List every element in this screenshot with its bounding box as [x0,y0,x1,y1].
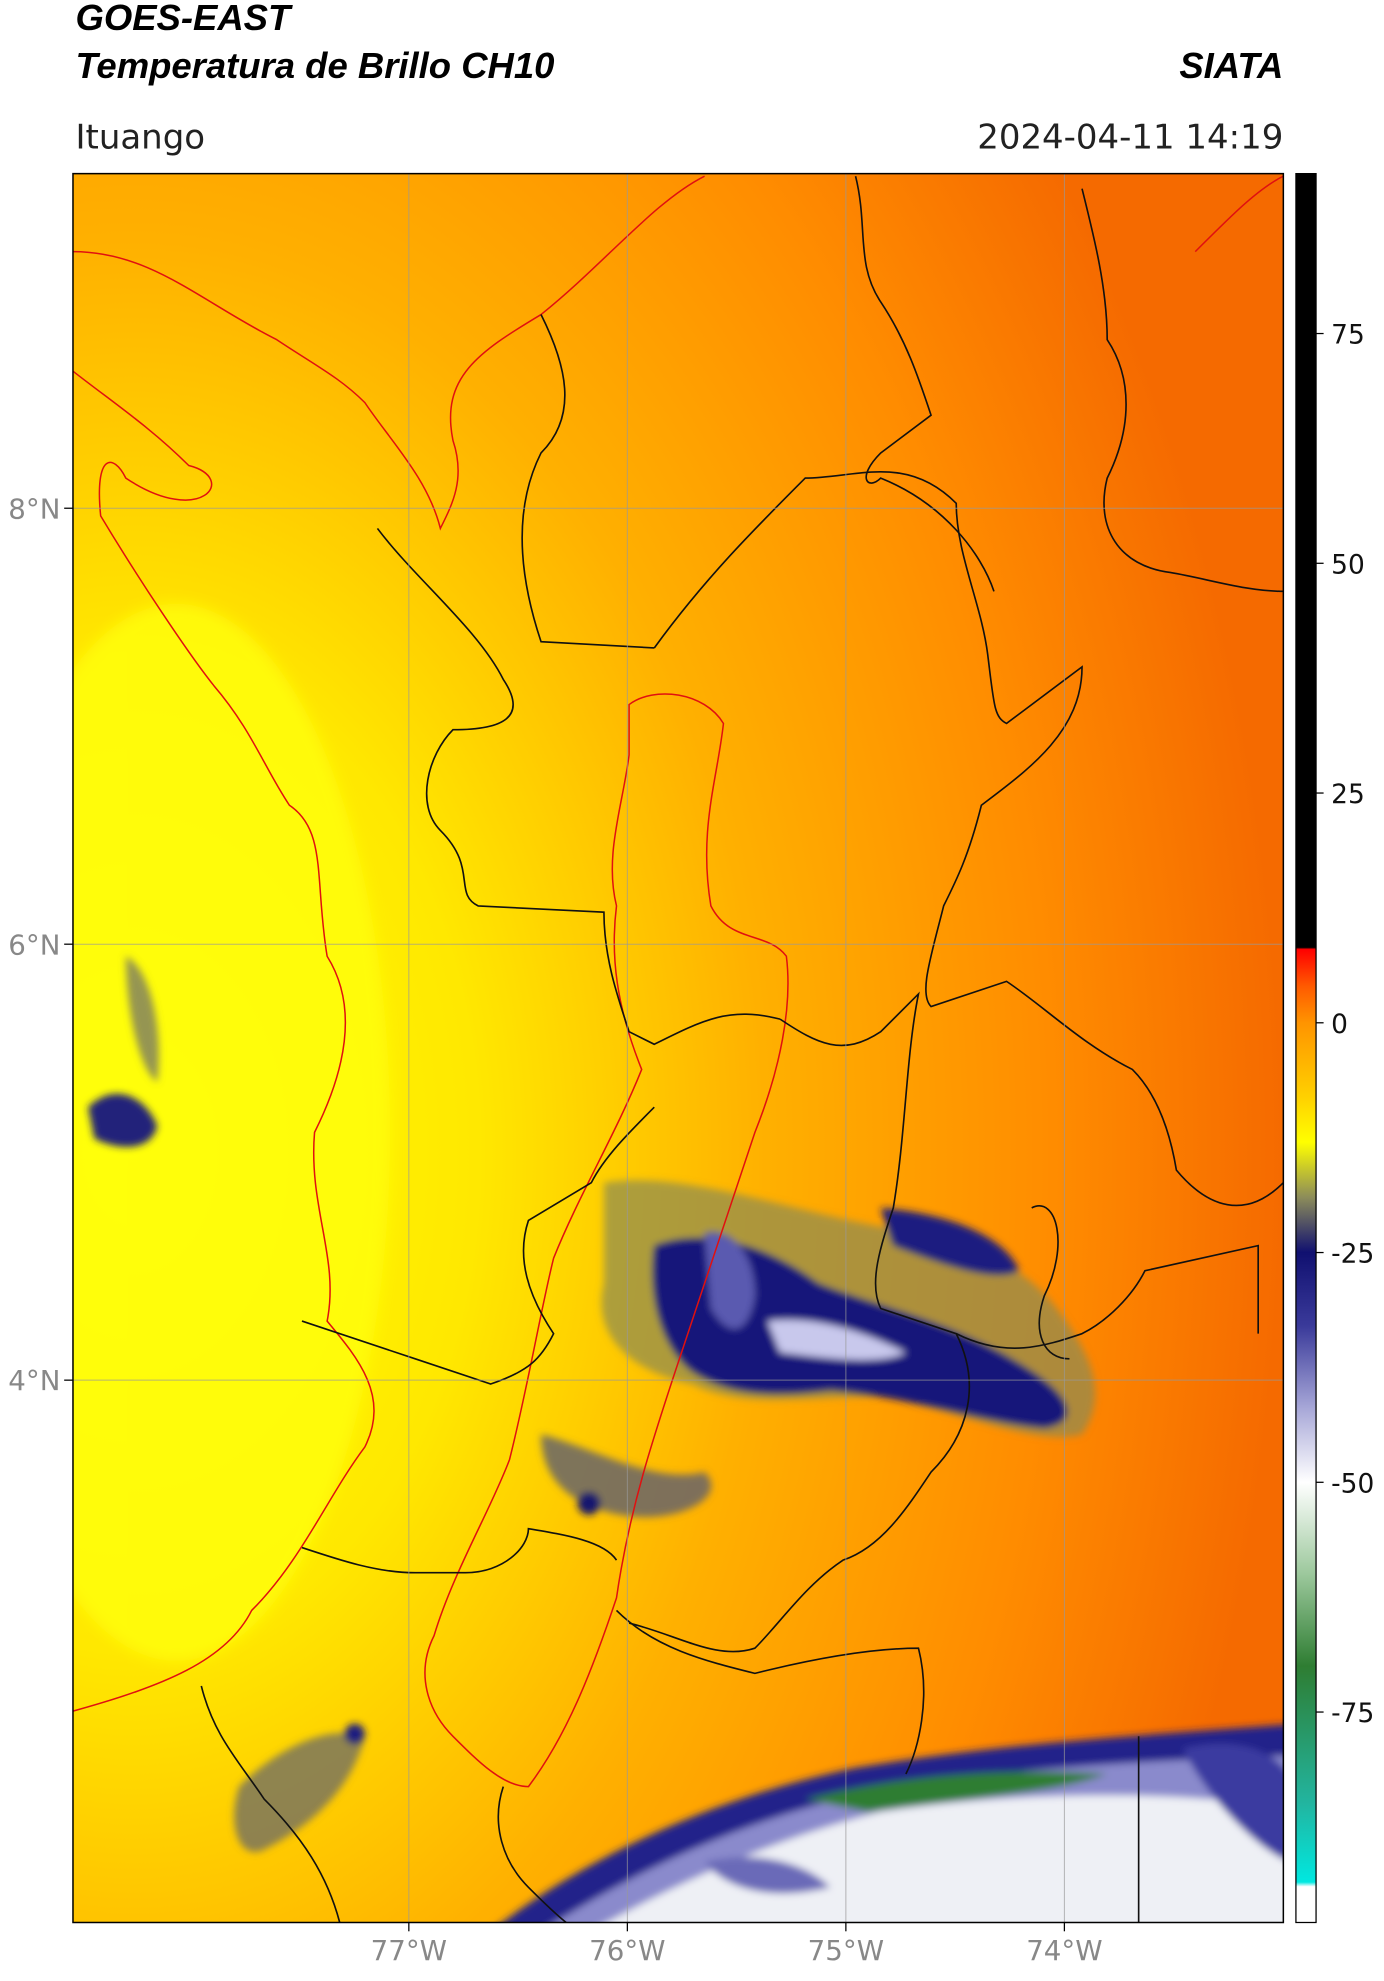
y-tick-label: 4°N [8,1364,60,1397]
title: GOES-EAST [75,0,293,38]
colorbar-tick-label: -50 [1331,1468,1374,1499]
subtitle: Temperatura de Brillo CH10 [75,45,554,86]
colorbar-tick-label: 75 [1331,320,1365,351]
colorbar-tick-label: 25 [1331,779,1365,810]
y-tick-label: 8°N [8,492,60,525]
y-tick-label: 6°N [8,928,60,961]
grid [72,173,1284,1923]
colorbar-tick-label: 0 [1331,1009,1348,1040]
location: Ituango [75,117,205,157]
colorbar-tick-label: -25 [1331,1239,1374,1270]
x-tick-label: 75°W [808,1934,884,1967]
x-tick-label: 74°W [1026,1934,1102,1967]
x-tick-label: 76°W [589,1934,665,1967]
source: SIATA [1179,45,1283,86]
map-image [72,173,1284,1923]
colorbar-tick-label: -75 [1331,1698,1374,1729]
x-tick-label: 77°W [371,1934,447,1967]
map-frame [72,172,1285,1924]
colorbar [1295,172,1317,1924]
colorbar-tick-label: 50 [1331,549,1365,580]
datetime: 2024-04-11 14:19 [977,117,1283,157]
